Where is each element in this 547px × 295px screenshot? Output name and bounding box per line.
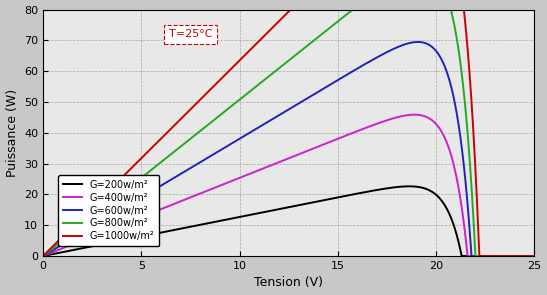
G=200w/m² <box>531 254 538 258</box>
G=600w/m² <box>279 112 286 115</box>
G=800w/m² <box>517 254 523 258</box>
G=800w/m² <box>517 254 523 258</box>
G=800w/m² <box>279 64 286 68</box>
G=600w/m² <box>531 254 538 258</box>
G=200w/m² <box>266 209 272 213</box>
G=400w/m² <box>411 113 418 117</box>
G=400w/m² <box>279 159 286 163</box>
G=200w/m² <box>517 254 523 258</box>
G=1000w/m² <box>40 254 46 258</box>
Text: T=25°C: T=25°C <box>168 29 212 39</box>
G=600w/m² <box>266 119 272 123</box>
G=600w/m² <box>517 254 523 258</box>
X-axis label: Tension (V): Tension (V) <box>254 276 323 289</box>
G=200w/m² <box>40 254 46 258</box>
Line: G=800w/m²: G=800w/m² <box>43 0 534 256</box>
G=1000w/m² <box>531 254 538 258</box>
G=400w/m² <box>427 117 433 121</box>
G=1000w/m² <box>517 254 523 258</box>
G=400w/m² <box>266 164 272 168</box>
G=400w/m² <box>65 244 72 248</box>
Line: G=400w/m²: G=400w/m² <box>43 115 534 256</box>
G=200w/m² <box>406 185 412 188</box>
G=600w/m² <box>415 40 421 44</box>
G=200w/m² <box>65 249 72 253</box>
Y-axis label: Puissance (W): Puissance (W) <box>5 89 19 177</box>
G=400w/m² <box>40 254 46 258</box>
Line: G=200w/m²: G=200w/m² <box>43 186 534 256</box>
G=1000w/m² <box>266 30 272 33</box>
G=800w/m² <box>65 234 72 238</box>
G=600w/m² <box>427 44 433 47</box>
G=200w/m² <box>427 189 433 192</box>
G=600w/m² <box>517 254 523 258</box>
G=800w/m² <box>266 74 272 78</box>
G=400w/m² <box>517 254 523 258</box>
G=400w/m² <box>531 254 538 258</box>
G=600w/m² <box>40 254 46 258</box>
G=800w/m² <box>40 254 46 258</box>
G=800w/m² <box>531 254 538 258</box>
G=600w/m² <box>65 239 72 243</box>
G=1000w/m² <box>517 254 523 258</box>
G=200w/m² <box>517 254 523 258</box>
Line: G=600w/m²: G=600w/m² <box>43 42 534 256</box>
G=1000w/m² <box>279 17 286 20</box>
G=1000w/m² <box>65 229 72 233</box>
G=200w/m² <box>279 207 286 210</box>
Line: G=1000w/m²: G=1000w/m² <box>43 0 534 256</box>
Legend: G=200w/m², G=400w/m², G=600w/m², G=800w/m², G=1000w/m²: G=200w/m², G=400w/m², G=600w/m², G=800w/… <box>58 175 160 246</box>
G=400w/m² <box>517 254 523 258</box>
